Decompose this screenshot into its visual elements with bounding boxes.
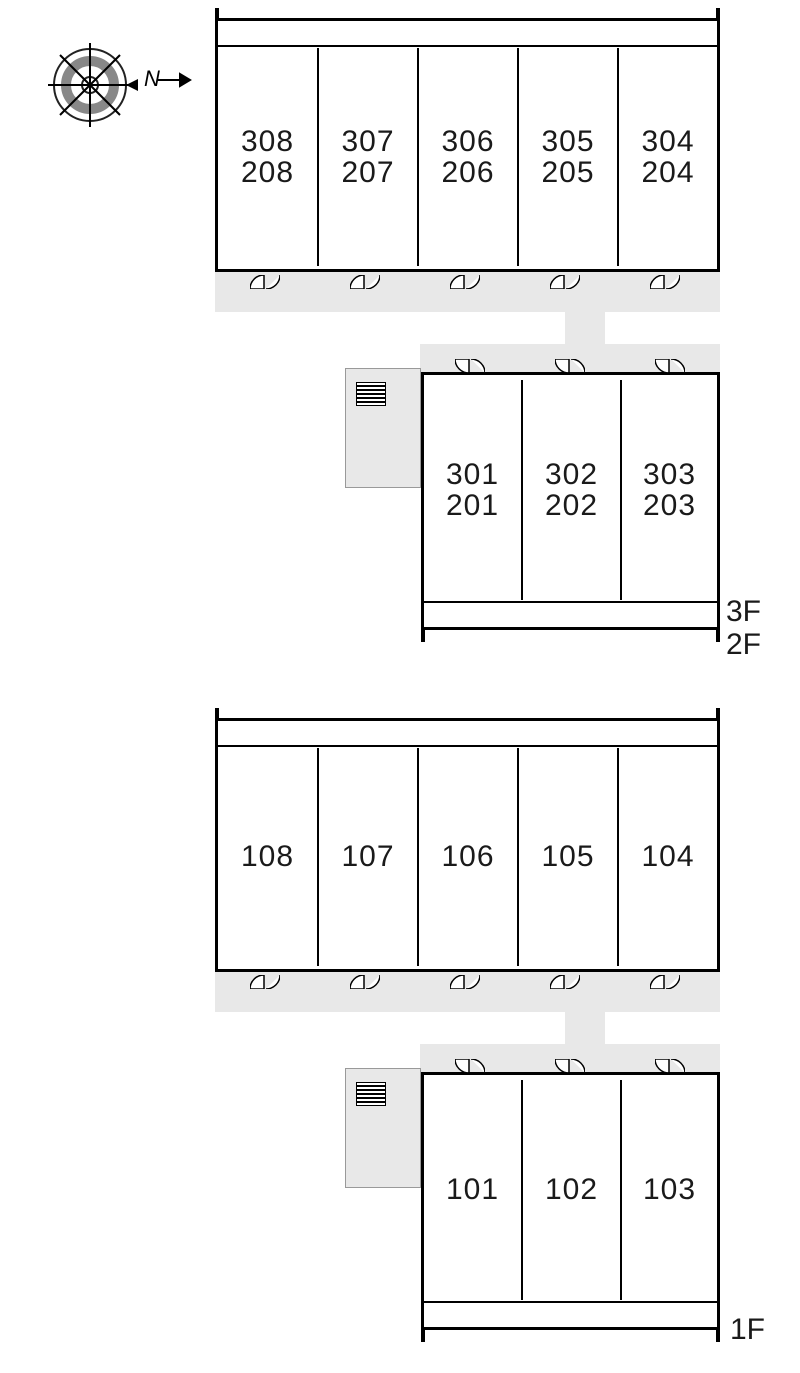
door-icon — [655, 359, 675, 373]
unit-label: 104 — [641, 841, 694, 873]
unit-label: 108 — [241, 841, 294, 873]
unit-label: 307 — [341, 126, 394, 158]
unit-label: 206 — [441, 157, 494, 189]
unit-102: 102 — [523, 1080, 622, 1300]
unit-label: 207 — [341, 157, 394, 189]
lower-bottom-building: 101 102 103 — [421, 1072, 720, 1330]
floor-label-2f: 2F — [726, 628, 761, 662]
stairs-icon — [356, 382, 386, 410]
unit-306-206: 306 206 — [419, 48, 519, 266]
unit-label: 301 — [446, 459, 499, 491]
unit-107: 107 — [319, 748, 419, 966]
floor-label-1f: 1F — [730, 1313, 765, 1347]
unit-108: 108 — [218, 748, 319, 966]
door-icon — [250, 975, 270, 989]
unit-label: 303 — [643, 459, 696, 491]
unit-label: 304 — [641, 126, 694, 158]
unit-label: 302 — [545, 459, 598, 491]
unit-label: 305 — [541, 126, 594, 158]
unit-label: 205 — [541, 157, 594, 189]
unit-label: 105 — [541, 841, 594, 873]
door-icon — [450, 275, 470, 289]
upper-bottom-building: 301 201 302 202 303 203 — [421, 372, 720, 630]
door-icon — [450, 975, 470, 989]
unit-label: 101 — [446, 1174, 499, 1206]
floor-label-3f: 3F — [726, 595, 761, 629]
door-icon — [455, 1059, 475, 1073]
unit-302-202: 302 202 — [523, 380, 622, 600]
unit-label: 201 — [446, 490, 499, 522]
unit-label: 308 — [241, 126, 294, 158]
lower-top-building: 108 107 106 105 104 — [215, 718, 720, 972]
unit-label: 202 — [545, 490, 598, 522]
unit-label: 204 — [641, 157, 694, 189]
unit-label: 306 — [441, 126, 494, 158]
unit-103: 103 — [622, 1080, 717, 1300]
compass-icon: N — [40, 30, 200, 145]
unit-label: 106 — [441, 841, 494, 873]
unit-106: 106 — [419, 748, 519, 966]
unit-label: 103 — [643, 1174, 696, 1206]
door-icon — [650, 275, 670, 289]
door-icon — [350, 975, 370, 989]
door-icon — [555, 359, 575, 373]
north-label: N — [144, 66, 160, 91]
door-icon — [550, 975, 570, 989]
unit-105: 105 — [519, 748, 619, 966]
unit-308-208: 308 208 — [218, 48, 319, 266]
unit-label: 208 — [241, 157, 294, 189]
door-icon — [350, 275, 370, 289]
unit-305-205: 305 205 — [519, 48, 619, 266]
upper-top-building: 308 208 307 207 306 206 305 205 304 204 — [215, 18, 720, 272]
unit-104: 104 — [619, 748, 717, 966]
door-icon — [555, 1059, 575, 1073]
unit-label: 102 — [545, 1174, 598, 1206]
unit-301-201: 301 201 — [424, 380, 523, 600]
unit-307-207: 307 207 — [319, 48, 419, 266]
unit-303-203: 303 203 — [622, 380, 717, 600]
door-icon — [650, 975, 670, 989]
stairs-icon — [356, 1082, 386, 1110]
door-icon — [250, 275, 270, 289]
unit-304-204: 304 204 — [619, 48, 717, 266]
unit-101: 101 — [424, 1080, 523, 1300]
door-icon — [550, 275, 570, 289]
door-icon — [455, 359, 475, 373]
unit-label: 203 — [643, 490, 696, 522]
unit-label: 107 — [341, 841, 394, 873]
door-icon — [655, 1059, 675, 1073]
